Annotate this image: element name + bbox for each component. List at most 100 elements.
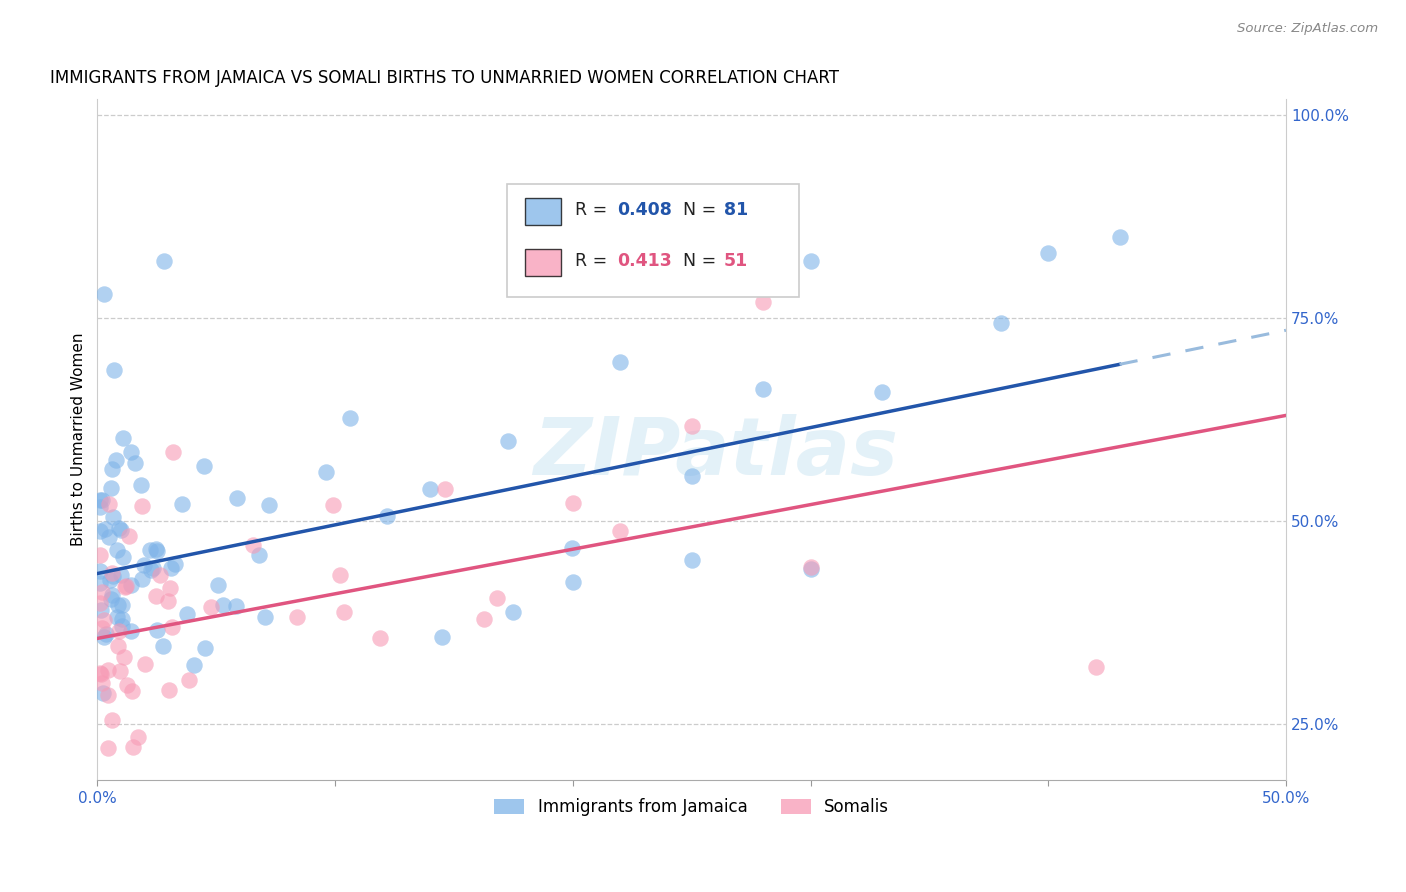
Point [114,580,136,594]
Point [108,665,131,679]
Point [247,549,270,563]
Text: R =: R = [575,252,613,270]
Point [89,666,111,681]
Point [799,560,821,574]
Point [89,492,111,507]
Point [131,477,153,491]
Text: R =: R = [575,202,613,219]
Point [100,592,122,607]
Point [561,574,583,589]
Point [145,541,167,556]
Point [160,620,183,634]
Point [257,498,280,512]
Point [115,578,138,592]
Point [142,561,165,575]
Point [103,569,125,583]
Point [681,419,703,434]
Y-axis label: Births to Unmarried Women: Births to Unmarried Women [72,333,86,547]
Point [226,491,249,505]
Point [110,523,132,537]
Point [194,641,217,656]
Point [118,529,141,543]
Point [89,524,111,539]
Point [561,541,583,555]
Point [207,578,229,592]
Point [485,591,508,606]
Point [90,667,112,681]
Point [94,626,117,640]
Point [108,521,131,535]
Point [131,499,153,513]
Point [89,500,111,514]
Point [609,524,631,538]
Text: Source: ZipAtlas.com: Source: ZipAtlas.com [1237,22,1378,36]
Point [285,610,308,624]
Point [990,316,1012,330]
Point [193,458,215,473]
Point [93,630,115,644]
Point [89,564,111,578]
Point [339,411,361,425]
Point [111,431,134,445]
Point [111,598,134,612]
Point [97,740,120,755]
Point [89,597,111,611]
Point [89,549,111,563]
Point [609,354,631,368]
Point [1038,246,1060,260]
Point [97,497,120,511]
Point [159,581,181,595]
Point [96,664,118,678]
Point [93,613,115,627]
Point [242,538,264,552]
Point [156,594,179,608]
FancyBboxPatch shape [526,249,561,277]
Point [105,453,128,467]
Point [127,731,149,745]
Point [561,496,583,510]
Point [120,578,142,592]
Point [98,530,121,544]
Point [152,254,174,268]
Point [212,598,235,612]
Point [101,566,124,581]
Point [132,558,155,573]
Point [101,714,124,728]
Point [162,445,184,459]
Point [138,542,160,557]
Point [419,482,441,496]
Legend: Immigrants from Jamaica, Somalis: Immigrants from Jamaica, Somalis [488,792,896,823]
Point [1084,660,1107,674]
Point [110,612,132,626]
Point [120,624,142,638]
Point [152,639,174,653]
Point [502,605,524,619]
Point [163,558,186,572]
Point [101,462,124,476]
Point [105,542,128,557]
Point [472,612,495,626]
Point [105,610,128,624]
Point [145,589,167,603]
Point [870,384,893,399]
Point [329,568,352,582]
Point [112,650,135,665]
Point [681,553,703,567]
Point [124,456,146,470]
Point [121,683,143,698]
Point [122,739,145,754]
Point [183,658,205,673]
Text: 81: 81 [724,202,748,219]
Point [90,603,112,617]
Point [100,481,122,495]
Point [200,599,222,614]
Point [333,605,356,619]
Point [115,678,138,692]
Text: N =: N = [683,202,723,219]
Point [107,639,129,653]
Point [752,382,775,396]
FancyBboxPatch shape [526,198,561,225]
FancyBboxPatch shape [508,185,799,297]
Point [139,563,162,577]
Text: N =: N = [683,252,723,270]
